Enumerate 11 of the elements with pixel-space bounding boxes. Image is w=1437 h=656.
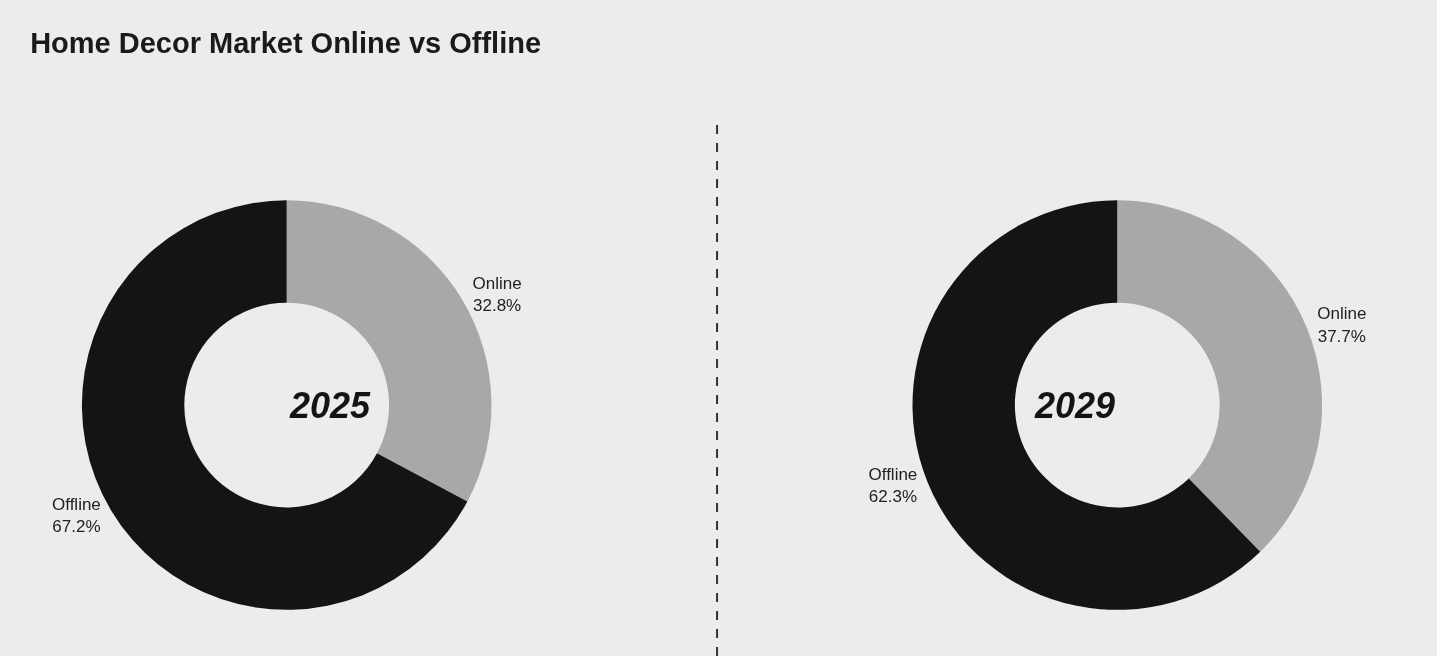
chart-title: Home Decor Market Online vs Offline [30,26,542,59]
data-label: 37.7% [1317,326,1366,346]
slice-label: Offline [868,464,918,484]
text: 2029 [1034,385,1116,426]
slice-label: Offline [51,495,101,515]
data-label: 62.3% [868,486,918,506]
slice-label: Online [1317,304,1367,324]
text: 2025 [289,385,372,426]
data-label: 67.2% [52,517,101,537]
slice-label: Online [472,273,522,293]
data-label: 32.8% [473,295,522,315]
